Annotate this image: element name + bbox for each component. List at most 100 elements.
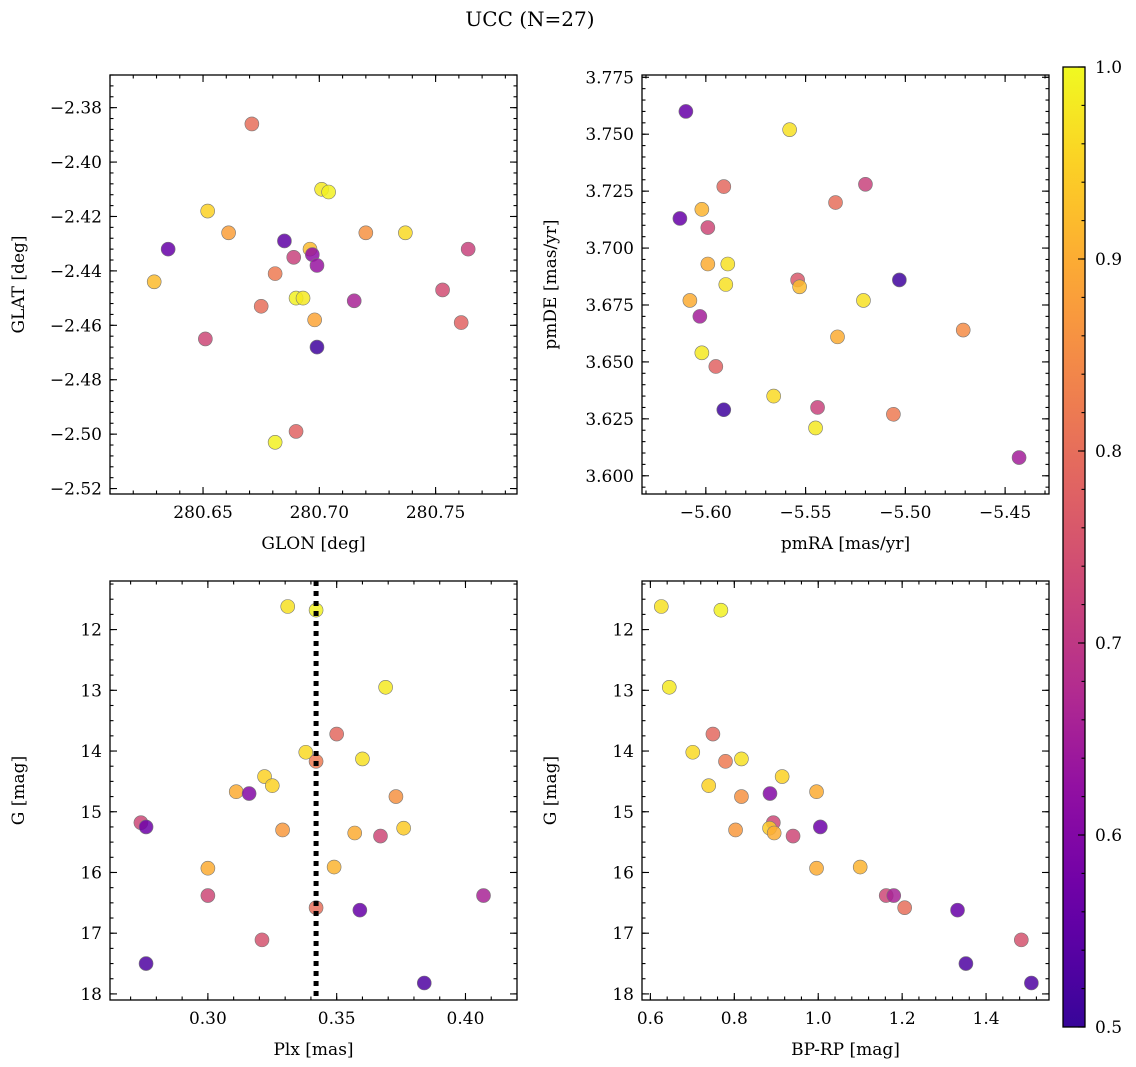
y-tick-label: −2.38 [50,99,102,119]
scatter-point [388,789,404,804]
scatter-point [267,435,283,450]
scatter-point [346,293,362,309]
y-tick-label: −2.40 [50,153,102,173]
scatter-point [267,266,283,281]
scatter-point [713,602,729,618]
scatter-point [416,975,432,991]
scatter-point [453,315,469,330]
scatter-point [288,424,304,439]
panel-bprp-g: 0.6 0.8 1.0 1.2 1.4 12 13 14 15 16 17 18 BP-RP [mag]… [541,580,1050,1060]
scatter-point [792,279,807,295]
scatter-point [280,599,296,614]
scatter-point [378,679,393,695]
x-tick-label: 280.65 [173,503,232,523]
scatter-point [782,122,797,137]
x-axis-label: Plx [mas] [273,1040,353,1060]
scatter-point [813,819,828,835]
scatter-point [716,179,732,194]
scatter-point [309,258,325,273]
scatter-point [830,329,845,345]
scatter-point [701,778,717,793]
scatter-point [766,388,781,404]
x-tick-label: −5.50 [879,503,931,523]
plot-frame [641,74,1050,495]
scatter-point [718,277,734,292]
scatter-point [307,312,322,328]
scatter-point [321,184,336,200]
scatter-point [958,956,974,971]
colorbar-tick-label: 0.6 [1095,826,1122,846]
scatter-point [254,932,270,948]
y-tick-label: 16 [80,863,102,883]
x-tick-label: −5.60 [680,503,732,523]
y-tick-label: −2.42 [50,207,102,227]
colorbar-tick-label: 1.0 [1095,58,1122,78]
x-axis-label: pmRA [mas/yr] [781,534,910,554]
colorbar-tick-label: 0.7 [1095,634,1122,654]
y-tick-label: 3.600 [585,467,634,487]
scatter-point [198,331,213,347]
scatter-point [858,177,873,192]
scatter-point [1024,975,1039,991]
y-tick-label: 12 [612,621,634,641]
scatter-point [326,859,342,875]
scatter-point [286,249,302,265]
scatter-point [160,241,176,257]
scatter-point [700,220,716,235]
scatter-point [1014,932,1029,948]
y-tick-label: 3.650 [585,353,634,373]
scatter-point [228,784,244,800]
x-tick-label: 280.75 [406,503,465,523]
y-axis-label: G [mag] [541,756,561,825]
scatter-point [734,751,749,767]
scatter-point [897,900,912,915]
scatter-point [672,211,688,226]
scatter-point [398,225,413,241]
scatter-point [809,784,824,800]
scatter-point [708,359,724,374]
y-tick-label: 13 [80,681,102,701]
scatter-point [275,822,290,838]
scatter-point [1011,450,1027,465]
y-tick-label: 15 [612,803,634,823]
scatter-point [694,202,710,217]
scatter-point [253,298,269,314]
x-tick-label: 0.30 [189,1009,227,1029]
x-tick-label: 1.2 [889,1009,916,1029]
y-tick-label: 3.625 [585,410,634,430]
scatter-point [298,744,314,760]
scatter-point [277,233,292,249]
y-tick-label: 15 [80,803,102,823]
scatter-point [955,322,971,338]
scatter-point [347,825,363,841]
scatter-point [682,293,698,308]
plot-frame [109,74,518,495]
scatter-point [352,902,368,918]
scatter-point [886,888,902,903]
scatter-point [678,104,694,119]
panel-plx-g: 0.30 0.35 0.40 12 13 14 15 16 17 18 Plx [mas] G [ma… [9,580,518,1060]
scatter-point [950,902,965,918]
scatter-point [808,420,823,436]
scatter-point [244,116,260,132]
scatter-point [856,293,871,308]
scatter-point [396,820,411,836]
scatter-point [716,402,732,418]
scatter-point [358,225,374,241]
x-tick-label: 0.35 [318,1009,356,1029]
x-tick-label: 1.0 [805,1009,832,1029]
y-tick-label: 16 [612,863,634,883]
y-tick-label: 17 [612,924,634,944]
x-tick-label: 0.8 [721,1009,748,1029]
figure-title: UCC (N=27) [465,7,594,31]
y-tick-label: 3.675 [585,296,634,316]
colorbar: 0.5 0.6 0.7 0.8 0.9 1.0 [1062,58,1122,1038]
scatter-point [720,256,736,272]
scatter-point [700,256,716,272]
scatter-point [138,956,154,971]
scatter-point [221,225,236,241]
scatter-point [329,726,344,742]
colorbar-gradient [1062,66,1086,1028]
scatter-point [728,822,743,838]
